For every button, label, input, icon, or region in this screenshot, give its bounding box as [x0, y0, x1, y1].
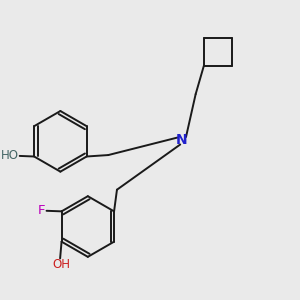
Text: HO: HO [1, 149, 19, 162]
Text: F: F [38, 204, 45, 217]
Text: OH: OH [52, 258, 70, 271]
Text: N: N [176, 133, 188, 147]
